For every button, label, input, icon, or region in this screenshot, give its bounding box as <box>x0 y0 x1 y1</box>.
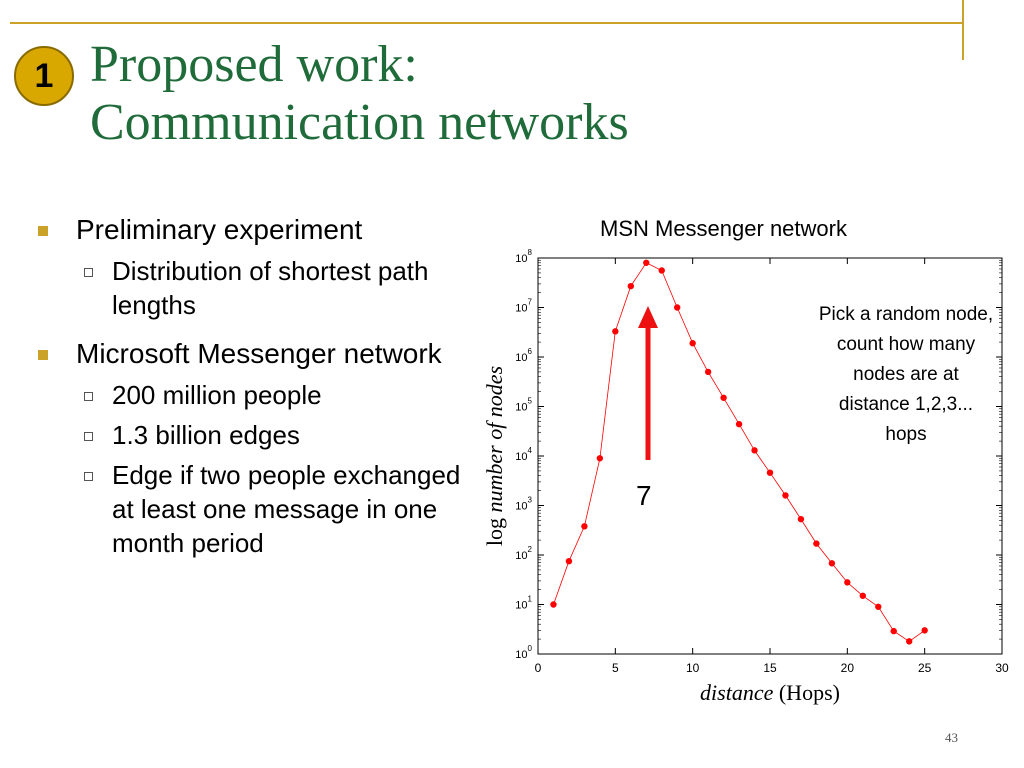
data-point <box>581 523 588 530</box>
data-point <box>674 304 681 311</box>
y-tick-exponent: 0 <box>528 644 533 653</box>
peak-arrow-head <box>638 306 658 328</box>
data-point <box>921 627 928 634</box>
slide-title-line2: Communication networks <box>90 94 629 151</box>
header-corner-rule <box>962 0 964 60</box>
x-tick-label: 5 <box>612 661 619 675</box>
y-tick-label: 104 <box>515 446 532 463</box>
bullet-text: Microsoft Messenger network <box>76 338 442 369</box>
data-point <box>906 638 913 645</box>
y-axis-label-prefix: log <box>482 513 507 547</box>
data-point <box>565 557 573 565</box>
data-point <box>890 627 897 635</box>
chart-annotation: Pick a random node, count how many nodes… <box>818 304 994 445</box>
x-tick-label: 30 <box>995 661 1009 675</box>
x-tick-label: 20 <box>841 661 855 675</box>
hollow-square-bullet-icon <box>84 472 93 481</box>
data-point <box>612 328 619 335</box>
page-number: 43 <box>945 730 958 745</box>
x-tick-label: 25 <box>918 661 932 675</box>
data-point <box>596 455 604 462</box>
data-point <box>828 560 836 567</box>
data-point <box>658 267 665 274</box>
y-tick-label: 100 <box>515 644 532 661</box>
sub-bullet-text: 1.3 billion edges <box>112 420 300 450</box>
x-tick-label: 10 <box>686 661 700 675</box>
y-tick-label: 108 <box>515 248 532 265</box>
series-points <box>550 259 928 645</box>
data-point <box>550 601 557 608</box>
data-point <box>643 259 650 266</box>
sub-bullet-item: Edge if two people exchanged at least on… <box>34 458 484 560</box>
data-point <box>813 540 820 547</box>
data-point <box>797 515 805 523</box>
x-axis-label: distance (Hops) <box>700 680 840 705</box>
hollow-square-bullet-icon <box>84 392 93 401</box>
y-tick-exponent: 2 <box>528 545 533 554</box>
data-point <box>735 420 743 428</box>
sub-bullet-text: Edge if two people exchanged at least on… <box>112 460 461 558</box>
x-tick-label: 0 <box>535 661 542 675</box>
sub-bullet-text: 200 million people <box>112 380 322 410</box>
data-point <box>751 447 758 454</box>
sub-bullet-item: 1.3 billion edges <box>34 418 484 452</box>
section-number-badge: 1 <box>14 46 74 106</box>
data-point <box>689 340 696 347</box>
data-point <box>766 469 774 476</box>
bullet-item: Preliminary experiment Distribution of s… <box>34 212 484 322</box>
data-point <box>859 592 866 599</box>
y-tick-label: 103 <box>515 496 532 513</box>
y-tick-exponent: 6 <box>528 347 533 356</box>
x-axis-label-italic: distance <box>700 680 774 705</box>
slide-title: Proposed work: Communication networks <box>90 36 629 152</box>
chart-title: MSN Messenger network <box>600 216 847 241</box>
sub-bullet-item: Distribution of shortest path lengths <box>34 254 484 322</box>
bullet-item: Microsoft Messenger network 200 million … <box>34 336 484 560</box>
data-point <box>782 492 789 499</box>
bullet-list: Preliminary experiment Distribution of s… <box>34 212 484 574</box>
y-tick-exponent: 3 <box>528 496 533 505</box>
x-axis-label-rest: (Hops) <box>773 680 840 705</box>
slide-title-line1: Proposed work: <box>90 36 418 93</box>
y-tick-label: 106 <box>515 347 532 364</box>
y-tick-label: 105 <box>515 397 532 414</box>
y-tick-exponent: 1 <box>528 595 533 604</box>
peak-arrow <box>638 306 658 460</box>
sub-bullet-item: 200 million people <box>34 378 484 412</box>
sub-bullet-text: Distribution of shortest path lengths <box>112 256 429 320</box>
y-tick-exponent: 5 <box>528 397 533 406</box>
y-tick-exponent: 8 <box>528 248 533 257</box>
data-point <box>627 282 634 290</box>
peak-distance-label: 7 <box>636 480 652 511</box>
hollow-square-bullet-icon <box>84 432 93 441</box>
data-point <box>875 603 882 610</box>
data-point <box>720 394 727 401</box>
data-point <box>704 368 712 376</box>
y-tick-label: 102 <box>515 545 532 562</box>
bullet-text: Preliminary experiment <box>76 214 363 245</box>
y-tick-exponent: 4 <box>528 446 533 455</box>
y-tick-exponent: 7 <box>528 298 533 307</box>
x-tick-label: 15 <box>763 661 777 675</box>
y-tick-label: 107 <box>515 298 532 315</box>
y-axis-label-italic: number of nodes <box>482 366 507 513</box>
data-point <box>844 579 851 586</box>
header-rule <box>10 22 962 24</box>
y-tick-label: 101 <box>515 595 532 612</box>
square-bullet-icon <box>38 350 48 360</box>
y-axis-label: log number of nodes <box>482 366 507 546</box>
hollow-square-bullet-icon <box>84 268 93 277</box>
square-bullet-icon <box>38 226 48 236</box>
x-ticks: 0 5 10 15 20 25 30 <box>535 258 1009 675</box>
